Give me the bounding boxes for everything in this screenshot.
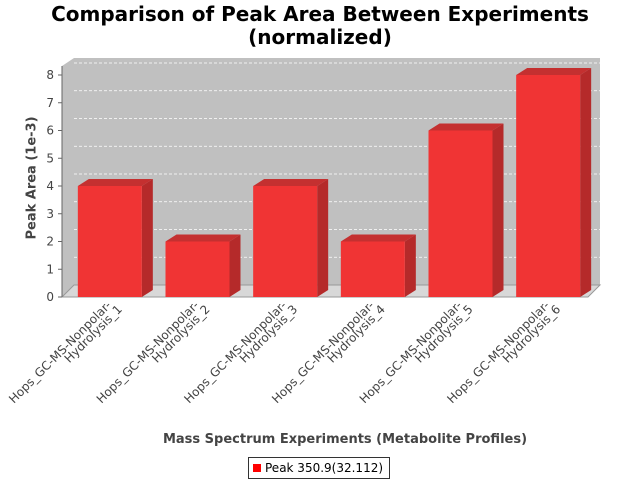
- bar-side: [141, 179, 153, 297]
- bar-top: [77, 179, 153, 186]
- bar-side: [404, 234, 416, 297]
- y-tick-label: 1: [46, 262, 54, 276]
- y-tick-label: 6: [46, 124, 54, 138]
- bar: [340, 241, 405, 297]
- bar-top: [340, 234, 416, 242]
- y-tick-label: 7: [46, 96, 54, 110]
- y-axis-label: Peak Area (1e-3): [24, 116, 40, 240]
- bar-side: [492, 123, 504, 297]
- bar: [165, 241, 230, 297]
- chart-title-line-2: (normalized): [248, 25, 392, 49]
- bar: [253, 186, 318, 297]
- bar-top: [253, 179, 329, 186]
- y-tick-label: 5: [46, 151, 54, 165]
- bar-side: [580, 68, 592, 297]
- bar: [428, 130, 493, 297]
- chart-title-line-1: Comparison of Peak Area Between Experime…: [51, 2, 589, 26]
- y-tick-label: 8: [46, 68, 54, 82]
- legend-label: Peak 350.9(32.112): [265, 461, 384, 475]
- y-tick-label: 3: [46, 207, 54, 221]
- legend: Peak 350.9(32.112): [248, 457, 391, 479]
- bar-top: [516, 68, 592, 75]
- bar: [516, 75, 581, 297]
- bar-top: [165, 234, 241, 242]
- bar-top: [428, 123, 504, 131]
- bar-side: [317, 179, 329, 297]
- y-tick-label: 2: [46, 235, 54, 249]
- y-tick-label: 0: [46, 290, 54, 304]
- bar: [77, 186, 142, 297]
- x-tick-label: Hops_GC-MS-Nonpolar-: [6, 298, 114, 406]
- y-tick-label: 4: [46, 179, 54, 193]
- x-axis-label: Mass Spectrum Experiments (Metabolite Pr…: [162, 432, 528, 447]
- bar-side: [229, 234, 241, 297]
- legend-swatch: [253, 464, 261, 472]
